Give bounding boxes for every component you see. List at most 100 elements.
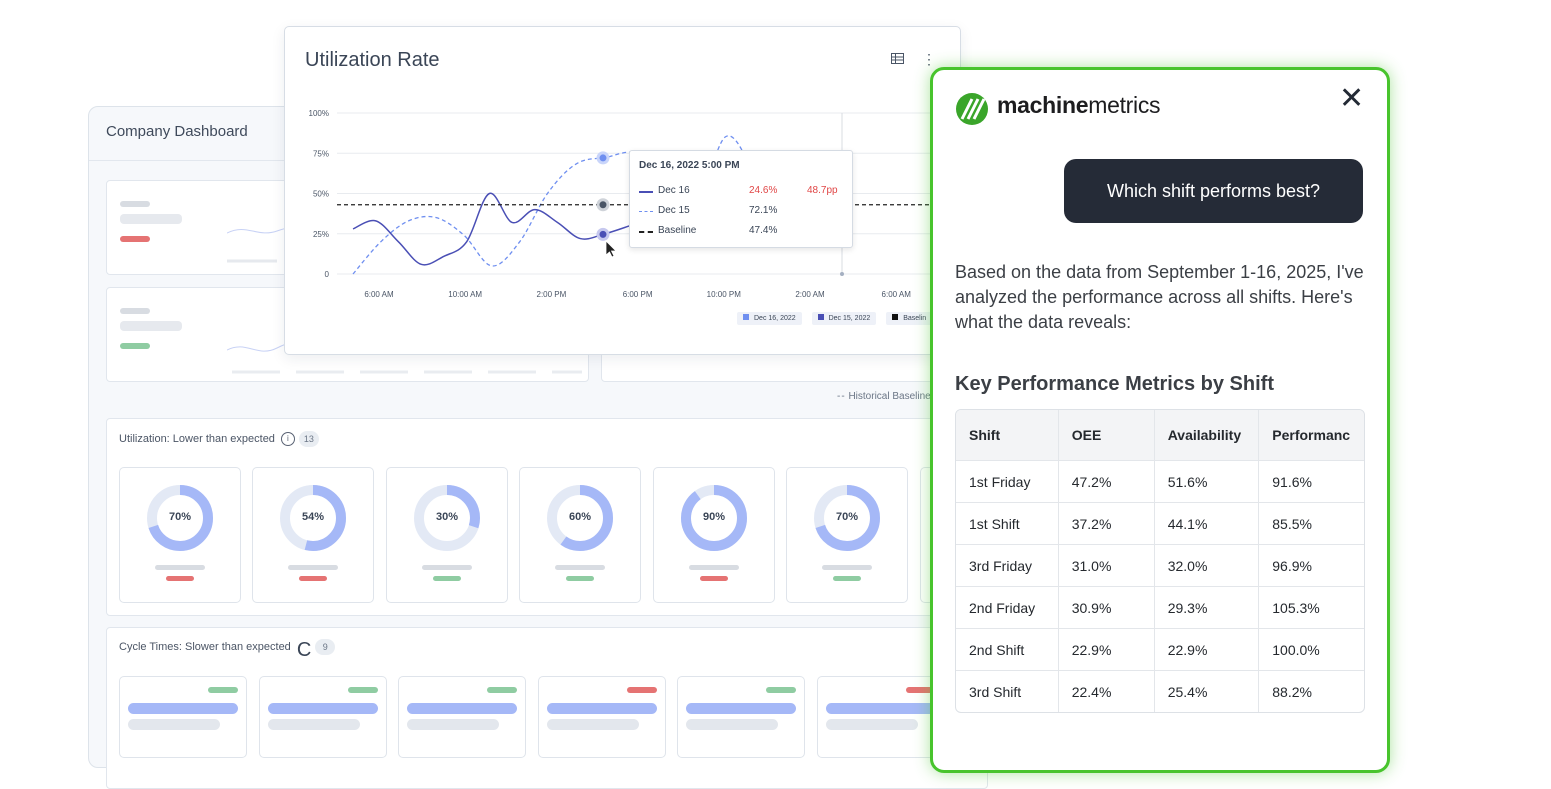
table-cell: 51.6% (1153, 460, 1259, 503)
chart-legend: Dec 16, 2022 Dec 15, 2022 Baselin (737, 312, 933, 325)
status-bar (905, 687, 936, 693)
placeholder-bar (689, 565, 739, 570)
utilization-donut-card[interactable]: 70% (119, 467, 241, 603)
cycle-time-card[interactable] (537, 676, 666, 758)
tooltip-date: Dec 16, 2022 5:00 PM (639, 160, 740, 171)
placeholder-bar (686, 703, 796, 714)
assistant-answer: Based on the data from September 1-16, 2… (955, 262, 1364, 332)
more-vertical-icon[interactable]: ⋮ (922, 51, 936, 67)
donut-value: 54% (301, 511, 325, 523)
legend-swatch (639, 211, 653, 212)
table-header-row: Shift OEE Availability Performanc (956, 410, 1364, 461)
table-cell: 88.2% (1258, 670, 1364, 712)
table-row: 2nd Shift 22.9% 22.9% 100.0% (956, 628, 1364, 671)
cycle-time-card[interactable] (677, 676, 805, 758)
cycle-time-card[interactable] (258, 676, 387, 758)
cycle-time-card[interactable] (816, 676, 945, 758)
status-bar (166, 576, 194, 581)
historical-baseline-legend: -- Historical Baseline (837, 391, 931, 402)
placeholder-bar (120, 201, 150, 207)
status-bar (766, 687, 796, 693)
table-cell: 30.9% (1057, 586, 1155, 629)
close-button[interactable]: ✕ (1339, 82, 1365, 115)
status-bar (299, 576, 327, 581)
table-cell: 105.3% (1258, 586, 1364, 629)
table-cell: 85.5% (1258, 502, 1364, 545)
table-row: 3rd Shift 22.4% 25.4% 88.2% (956, 670, 1364, 712)
assistant-panel: machinemetrics ✕ Which shift performs be… (930, 67, 1390, 773)
donut-chart (814, 485, 880, 551)
legend-swatch (639, 231, 653, 233)
cycle-time-card[interactable] (119, 676, 247, 758)
legend-item[interactable]: Dec 16, 2022 (737, 312, 802, 325)
table-cell: 25.4% (1153, 670, 1259, 712)
time-marker-dot (840, 272, 844, 276)
user-message-bubble: Which shift performs best? (1064, 159, 1363, 223)
series-line-dec-16 (352, 192, 631, 266)
status-bar (347, 687, 378, 693)
tooltip-row: Dec 16 24.6% 48.7pp (639, 185, 844, 199)
table-cell: 32.0% (1153, 544, 1259, 587)
donut-value: 70% (835, 511, 859, 523)
table-icon[interactable] (891, 53, 904, 64)
table-cell: 2nd Shift (956, 628, 1059, 671)
y-tick-label: 0 (325, 270, 330, 279)
status-bar (208, 687, 238, 693)
hover-point-dec-16 (596, 227, 610, 241)
table-cell: 44.1% (1153, 502, 1259, 545)
donut-value: 60% (568, 511, 592, 523)
column-header: OEE (1057, 410, 1155, 461)
utilization-donut-card[interactable]: 30% (386, 467, 508, 603)
table-cell: 96.9% (1258, 544, 1364, 587)
legend-item[interactable]: Baselin (886, 312, 933, 325)
placeholder-bar (546, 719, 639, 730)
x-tick-label: 2:00 AM (795, 290, 825, 299)
hover-point-baseline (596, 198, 610, 212)
table-row: 2nd Friday 30.9% 29.3% 105.3% (956, 586, 1364, 629)
cycle-time-card[interactable] (398, 676, 526, 758)
table-cell: 22.9% (1057, 628, 1155, 671)
status-bar (566, 576, 594, 581)
placeholder-bar (267, 703, 378, 714)
tooltip-series-name: Dec 16 (658, 185, 690, 196)
donut-chart (547, 485, 613, 551)
x-tick-label: 6:00 AM (364, 290, 394, 299)
cycle-times-section: Cycle Times: Slower than expected C 9 (106, 627, 988, 789)
utilization-donut-card[interactable]: 90% (653, 467, 775, 603)
status-bar (433, 576, 461, 581)
y-tick-label: 50% (313, 190, 329, 199)
donut-value: 90% (702, 511, 726, 523)
table-cell: 31.0% (1057, 544, 1155, 587)
cursor-icon: C (296, 639, 312, 661)
donut-value: 70% (168, 511, 192, 523)
tooltip-delta: 48.7pp (807, 185, 838, 196)
table-cell: 37.2% (1057, 502, 1155, 545)
info-icon[interactable]: i (280, 432, 295, 447)
table-row: 1st Shift 37.2% 44.1% 85.5% (956, 502, 1364, 545)
answer-heading: Key Performance Metrics by Shift (955, 373, 1274, 395)
placeholder-bar (407, 703, 517, 714)
count-badge: 9 (315, 639, 336, 655)
placeholder-bar (822, 565, 872, 570)
table-cell: 3rd Friday (956, 544, 1059, 587)
y-tick-label: 100% (309, 109, 329, 118)
table-cell: 100.0% (1258, 628, 1364, 671)
utilization-donut-card[interactable]: 70% (786, 467, 908, 603)
status-bar (833, 576, 861, 581)
utilization-chart-card: Utilization Rate ⋮ 100% 75% 50% 25% 0 6:00 AM… (284, 26, 961, 355)
chart-title: Utilization Rate (305, 49, 440, 71)
placeholder-bar (288, 565, 338, 570)
legend-swatch (639, 191, 653, 193)
placeholder-bar (546, 703, 657, 714)
placeholder-bar (128, 719, 220, 730)
status-bar (626, 687, 657, 693)
line-chart[interactable]: 100% 75% 50% 25% 0 6:00 AM 10:00 AM 2:00 PM 6:00… (285, 27, 960, 354)
utilization-donut-card[interactable]: 60% (519, 467, 641, 603)
legend-item[interactable]: Dec 15, 2022 (811, 312, 877, 325)
donut-chart (414, 485, 480, 551)
table-row: 3rd Friday 31.0% 32.0% 96.9% (956, 544, 1364, 587)
placeholder-bar (422, 565, 472, 570)
table-cell: 3rd Shift (956, 670, 1059, 712)
tooltip-row: Dec 15 72.1% (639, 205, 844, 219)
utilization-donut-card[interactable]: 54% (252, 467, 374, 603)
